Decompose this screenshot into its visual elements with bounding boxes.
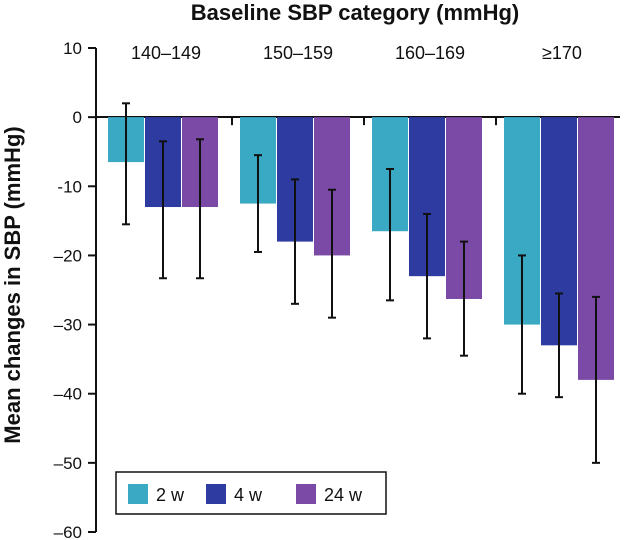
y-axis-label: Mean changes in SBP (mmHg): [0, 126, 25, 443]
legend-box: [115, 471, 387, 515]
legend-label: 4 w: [234, 485, 263, 505]
y-tick-label: –30: [54, 316, 82, 335]
category-label: 140–149: [131, 43, 201, 63]
legend-label: 24 w: [324, 485, 363, 505]
category-label: 160–169: [395, 43, 465, 63]
y-tick-label: -10: [57, 177, 82, 196]
chart-title: Baseline SBP category (mmHg): [191, 0, 519, 25]
category-label: 150–159: [263, 43, 333, 63]
y-tick-label: 0: [73, 108, 82, 127]
y-tick-label: –20: [54, 246, 82, 265]
legend-swatch: [128, 484, 148, 504]
legend: 2 w 4 w 24 w: [115, 471, 387, 515]
category-label: ≥170: [542, 43, 582, 63]
y-tick-label: –50: [54, 454, 82, 473]
y-tick-label: –60: [54, 523, 82, 540]
legend-label: 2 w: [156, 485, 185, 505]
legend-swatch: [206, 484, 226, 504]
y-tick-label: 10: [63, 39, 82, 58]
y-tick-label: –40: [54, 385, 82, 404]
legend-swatch: [296, 484, 316, 504]
